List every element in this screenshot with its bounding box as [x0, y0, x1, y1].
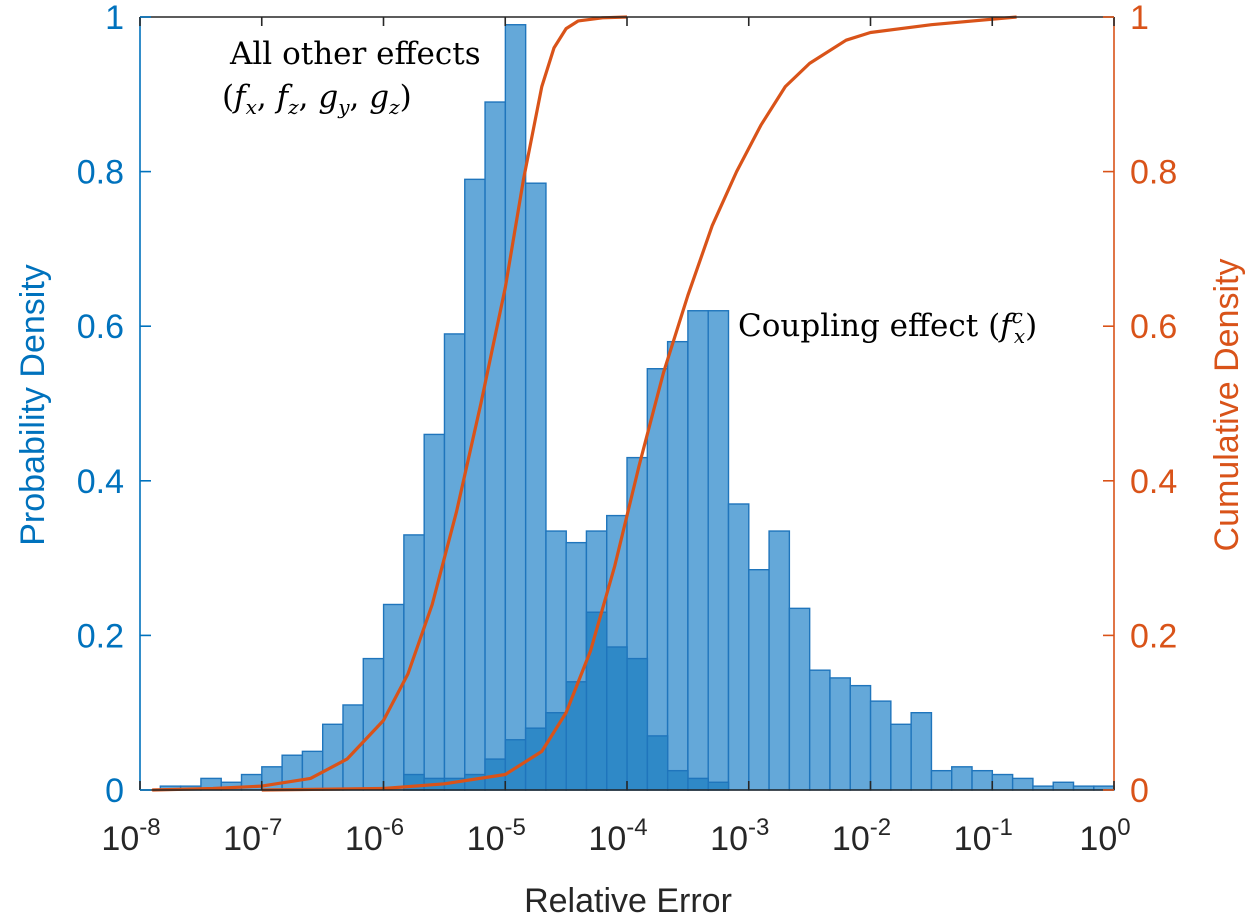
y-right-tick-label: 0.4	[1130, 463, 1177, 501]
histogram-bar	[382, 603, 405, 791]
histogram-bar	[890, 723, 912, 791]
y-right-tick-label: 0.6	[1130, 308, 1177, 346]
histogram-series-1	[159, 24, 567, 791]
histogram-series-2	[565, 310, 1115, 791]
histogram-bar	[1052, 781, 1075, 791]
histogram-bar	[423, 433, 446, 791]
histogram-bar	[808, 669, 831, 791]
x-tick-label: 10-8	[101, 814, 160, 858]
histogram-bar	[342, 704, 364, 791]
y-left-tick-label: 0.4	[77, 463, 124, 501]
histogram-bars	[159, 24, 1115, 791]
histogram-bar	[930, 769, 953, 791]
histogram-bar	[443, 333, 466, 791]
x-tick-label: 10-3	[710, 814, 769, 858]
annotation-other-effects-line1: All other effects	[229, 36, 481, 72]
histogram-bar	[646, 735, 669, 791]
histogram-bar	[829, 677, 851, 791]
histogram-bar	[971, 769, 994, 791]
x-tick-label: 10-6	[345, 814, 404, 858]
histogram-bar	[707, 781, 730, 791]
annotation-other-effects-line2: (fx, fz, gy, gz)	[222, 79, 412, 119]
x-tick-label: 10-5	[467, 814, 526, 858]
cdf-line-2	[261, 15, 1017, 792]
y-left-tick-label: 0	[105, 772, 124, 810]
y-left-tick-label: 1	[105, 0, 124, 37]
histogram-bar	[585, 611, 608, 791]
histogram-bar	[565, 681, 588, 791]
y-right-tick-label: 0.8	[1130, 154, 1177, 192]
histogram-bar	[504, 24, 527, 791]
histogram-bar	[1011, 777, 1034, 791]
cdf-lines	[152, 15, 1017, 792]
histogram-bar	[687, 777, 709, 791]
histogram-bar	[646, 368, 669, 791]
x-tick-label: 100	[1079, 814, 1130, 858]
y-left-tick-label: 0.2	[77, 617, 124, 655]
histogram-bar	[768, 530, 791, 791]
x-axis-label: Relative Error	[524, 882, 732, 920]
histogram-bar	[687, 310, 709, 791]
tick-labels: 10-8 10-7 10-6 10-5 10-4 10-3 10-2 10-1 10000.20…	[77, 0, 1178, 858]
histogram-bar	[707, 310, 730, 791]
histogram-bar	[788, 607, 811, 791]
histogram-bar	[464, 178, 486, 791]
x-tick-label: 10-4	[588, 814, 647, 858]
histogram-bar	[545, 712, 567, 791]
histogram-bar	[951, 766, 973, 791]
x-tick-label: 10-7	[223, 814, 282, 858]
y-right-tick-label: 0	[1130, 772, 1149, 810]
x-tick-label: 10-1	[954, 814, 1013, 858]
y-left-tick-label: 0.8	[77, 154, 124, 192]
histogram-bar	[281, 754, 304, 791]
y-axis-left-label: Probability Density	[14, 264, 52, 546]
y-right-tick-label: 1	[1130, 0, 1149, 37]
histogram-bar	[524, 182, 547, 791]
histogram-bar	[666, 340, 689, 791]
histogram-bar	[666, 769, 689, 791]
histogram-bar	[869, 700, 892, 791]
x-tick-label: 10-2	[832, 814, 891, 858]
histogram-bar	[606, 646, 628, 791]
y-right-tick-label: 0.2	[1130, 617, 1177, 655]
histogram-bar	[910, 712, 933, 791]
histogram-bar	[484, 101, 507, 791]
y-left-tick-label: 0.6	[77, 308, 124, 346]
cdf-line-1	[152, 15, 628, 792]
axes	[139, 16, 1115, 791]
y-axis-right-label: Cumulative Density	[1208, 259, 1246, 552]
histogram-bar	[849, 684, 872, 791]
histogram-bar	[322, 723, 344, 791]
histogram-bar	[748, 569, 770, 791]
histogram-bar	[301, 750, 324, 791]
histogram-bar	[403, 534, 425, 791]
histogram-bar	[991, 773, 1014, 791]
histogram-bar	[727, 503, 750, 791]
histogram-bar	[626, 657, 649, 791]
annotation-coupling-effect: Coupling effect (fc x)	[738, 304, 1037, 348]
